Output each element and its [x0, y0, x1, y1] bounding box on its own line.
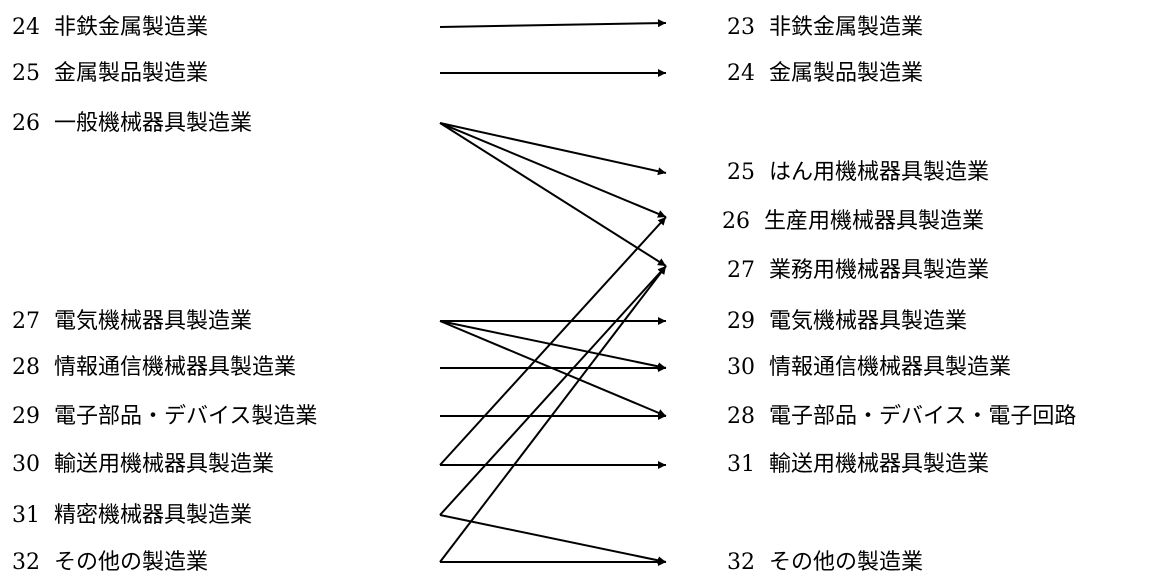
new-item-30: 30 情報通信機械器具製造業	[727, 355, 1011, 381]
new-name: 非鉄金属製造業	[769, 15, 924, 40]
old-code: 26	[12, 111, 40, 136]
new-name: その他の製造業	[769, 550, 924, 575]
new-code: 27	[727, 258, 755, 283]
old-name: 電子部品・デバイス製造業	[54, 404, 318, 429]
old-name: 輸送用機械器具製造業	[54, 452, 275, 477]
old-code: 29	[12, 404, 40, 429]
mapping-arrow	[439, 514, 667, 565]
old-name: 情報通信機械器具製造業	[54, 355, 297, 380]
old-item-31: 31 精密機械器具製造業	[12, 503, 252, 529]
mapping-arrow	[439, 19, 667, 28]
old-item-28: 28 情報通信機械器具製造業	[12, 355, 296, 381]
new-name: 金属製品製造業	[769, 61, 924, 86]
new-item-26: 26 生産用機械器具製造業	[722, 209, 984, 235]
new-code: 29	[727, 309, 755, 334]
new-name: 輸送用機械器具製造業	[769, 452, 990, 477]
new-code: 25	[727, 160, 755, 185]
old-code: 30	[12, 452, 40, 477]
new-item-25: 25 はん用機械器具製造業	[727, 160, 989, 186]
new-item-27: 27 業務用機械器具製造業	[727, 258, 989, 284]
new-code: 24	[727, 61, 755, 86]
new-item-31: 31 輸送用機械器具製造業	[727, 452, 989, 478]
old-code: 28	[12, 355, 40, 380]
old-name: その他の製造業	[54, 550, 209, 575]
old-name: 電気機械器具製造業	[54, 309, 253, 334]
old-code: 32	[12, 550, 40, 575]
old-item-32: 32 その他の製造業	[12, 550, 208, 576]
old-item-27: 27 電気機械器具製造業	[12, 309, 252, 335]
old-item-30: 30 輸送用機械器具製造業	[12, 452, 274, 478]
old-item-29: 29 電子部品・デバイス製造業	[12, 404, 317, 430]
mapping-arrow	[439, 122, 667, 267]
new-code: 30	[727, 355, 755, 380]
new-item-32: 32 その他の製造業	[727, 550, 923, 576]
new-name: はん用機械器具製造業	[769, 160, 990, 185]
new-code: 31	[727, 452, 755, 477]
old-item-26: 26 一般機械器具製造業	[12, 111, 252, 137]
mapping-arrow	[439, 216, 667, 466]
old-item-24: 24 非鉄金属製造業	[12, 15, 208, 41]
mapping-arrow	[439, 122, 667, 176]
mapping-arrow	[439, 122, 667, 218]
new-item-28: 28 電子部品・デバイス・電子回路	[727, 404, 1076, 430]
new-name: 業務用機械器具製造業	[769, 258, 990, 283]
new-name: 生産用機械器具製造業	[764, 209, 985, 234]
new-item-29: 29 電気機械器具製造業	[727, 309, 967, 335]
new-name: 電子部品・デバイス・電子回路	[769, 404, 1077, 429]
new-name: 電気機械器具製造業	[769, 309, 968, 334]
new-name: 情報通信機械器具製造業	[769, 355, 1012, 380]
mapping-arrow	[439, 320, 667, 371]
old-name: 精密機械器具製造業	[54, 503, 253, 528]
old-code: 31	[12, 503, 40, 528]
new-code: 32	[727, 550, 755, 575]
new-item-24: 24 金属製品製造業	[727, 61, 923, 87]
mapping-arrow	[439, 265, 667, 563]
old-item-25: 25 金属製品製造業	[12, 61, 208, 87]
new-code: 26	[722, 209, 750, 234]
new-item-23: 23 非鉄金属製造業	[727, 15, 923, 41]
old-name: 一般機械器具製造業	[54, 111, 253, 136]
mapping-arrow	[439, 265, 667, 516]
old-code: 25	[12, 61, 40, 86]
new-code: 28	[727, 404, 755, 429]
old-code: 24	[12, 15, 40, 40]
new-code: 23	[727, 15, 755, 40]
old-name: 非鉄金属製造業	[54, 15, 209, 40]
old-code: 27	[12, 309, 40, 334]
old-name: 金属製品製造業	[54, 61, 209, 86]
